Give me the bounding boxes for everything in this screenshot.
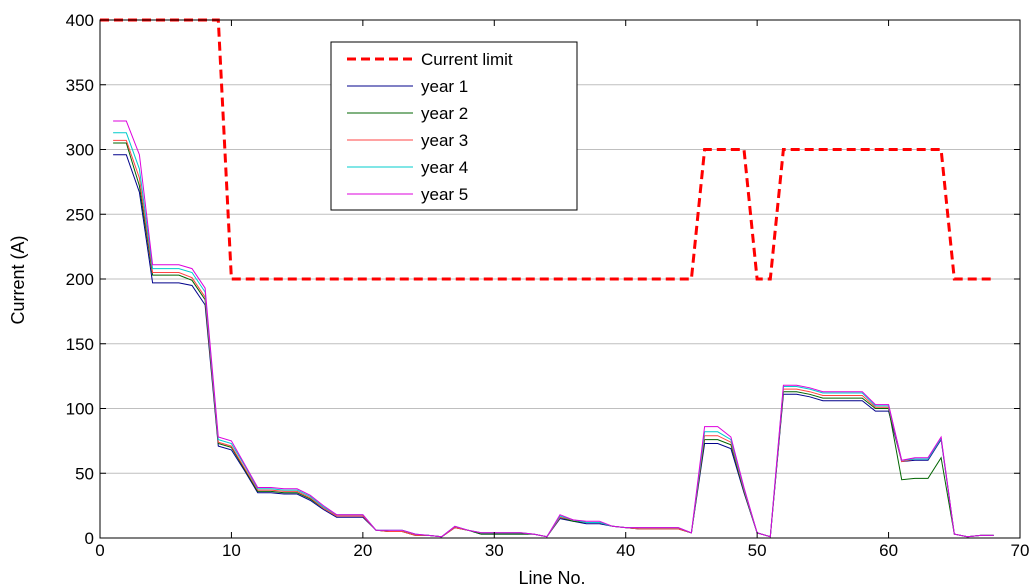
y-tick-label: 350 [66,76,94,95]
x-tick-label: 0 [95,541,104,560]
y-tick-label: 200 [66,270,94,289]
y-tick-label: 50 [75,464,94,483]
y-tick-label: 0 [85,529,94,548]
x-tick-label: 70 [1011,541,1030,560]
y-tick-label: 400 [66,11,94,30]
series-line-current-limit [100,18,994,281]
x-tick-label: 20 [353,541,372,560]
y-axis-label: Current (A) [8,235,28,324]
tick-labels: 0 50 100 150 200 250 300 350 400 0 10 20 30 40 50 60 70 [66,11,1030,560]
series-line-year-5 [113,120,994,538]
series-line-year-1 [113,154,994,538]
legend-entry: year 3 [421,131,468,150]
x-tick-label: 50 [748,541,767,560]
x-tick-label: 10 [222,541,241,560]
x-tick-label: 40 [616,541,635,560]
axes [99,19,1021,539]
legend-entry: year 4 [421,158,468,177]
x-axis-label: Line No. [518,568,585,588]
legend-entry: year 2 [421,104,468,123]
legend: Current limit year 1 year 2 year 3 year 4 yea… [330,41,578,211]
y-tick-label: 150 [66,335,94,354]
y-tick-label: 100 [66,400,94,419]
x-tick-label: 60 [879,541,898,560]
legend-entry: Current limit [421,50,513,69]
series-layer [100,18,994,538]
y-tick-label: 250 [66,205,94,224]
legend-entry: year 5 [421,185,468,204]
y-tick-label: 300 [66,141,94,160]
legend-box [330,41,578,211]
legend-entry: year 1 [421,77,468,96]
x-tick-label: 30 [485,541,504,560]
